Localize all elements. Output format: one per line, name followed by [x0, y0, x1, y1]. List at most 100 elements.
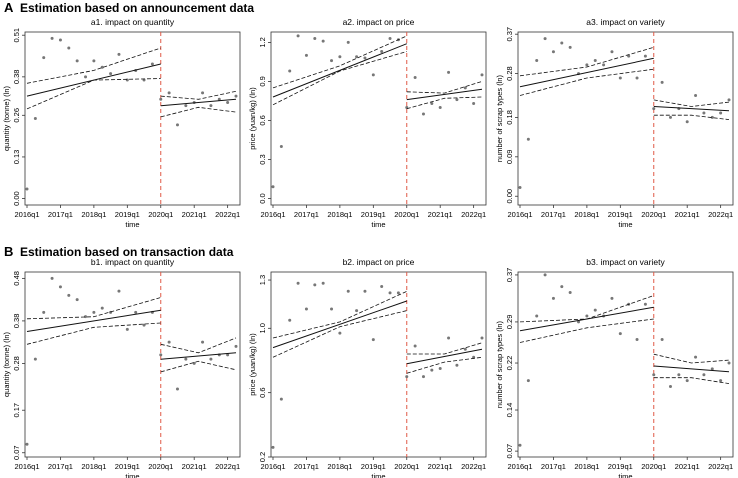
y-tick-label: 0.2 [258, 452, 267, 462]
x-axis-label: time [618, 472, 632, 478]
y-tick-label: 0.38 [12, 70, 21, 85]
data-point [58, 285, 62, 289]
data-point [346, 40, 350, 44]
data-point [447, 336, 451, 340]
data-point [33, 357, 37, 361]
data-point [652, 373, 656, 377]
fit-line-post [160, 352, 237, 360]
data-point [643, 302, 647, 306]
x-axis-label: time [371, 472, 385, 478]
data-point [313, 283, 317, 287]
data-point [388, 37, 392, 41]
data-point [413, 76, 417, 80]
data-point [455, 98, 459, 102]
x-axis-label: time [371, 220, 385, 229]
data-point [668, 385, 672, 389]
data-point [288, 318, 292, 322]
data-point [304, 307, 308, 311]
x-tick-label: 2021q1 [182, 210, 207, 219]
fit-line-pre [26, 309, 161, 332]
data-point [234, 344, 238, 348]
data-point [84, 315, 88, 319]
data-point [438, 105, 442, 109]
data-point [304, 53, 308, 57]
ci-upper-pre [26, 47, 161, 84]
data-point [643, 54, 647, 58]
x-tick-label: 2017q1 [541, 210, 566, 219]
data-point [535, 314, 539, 318]
data-point [472, 102, 476, 106]
x-tick-label: 2022q1 [461, 210, 486, 219]
plot-frame [24, 31, 241, 206]
x-tick-label: 2021q1 [428, 462, 453, 471]
data-point [702, 111, 706, 115]
fit-line-pre [519, 57, 654, 88]
data-point [321, 281, 325, 285]
data-point [635, 338, 639, 342]
data-point [719, 111, 723, 115]
x-tick-label: 2021q1 [675, 210, 700, 219]
data-point [480, 73, 484, 77]
data-point [363, 56, 367, 60]
panel-title: a3. impact on variety [586, 17, 665, 27]
fit-line-post [406, 348, 483, 365]
data-point [321, 39, 325, 43]
data-point [535, 58, 539, 62]
data-point [271, 185, 275, 189]
data-point [668, 115, 672, 119]
ci-lower-pre [519, 68, 654, 96]
data-point [685, 120, 689, 124]
data-point [727, 361, 731, 365]
data-point [67, 293, 71, 297]
chart-panel: a3. impact on variety 2016q1 2017q1 2018q1 2… [495, 17, 734, 229]
data-point [338, 331, 342, 335]
x-tick-label: 2022q1 [708, 210, 733, 219]
plot-frame [270, 31, 487, 206]
ci-upper-pre [272, 290, 407, 339]
x-tick-label: 2017q1 [48, 462, 73, 471]
y-tick-label: 0.14 [505, 403, 514, 418]
x-tick-label: 2019q1 [361, 462, 386, 471]
data-point [593, 308, 597, 312]
data-point [150, 62, 154, 66]
ci-upper-post [406, 81, 483, 94]
data-point [543, 273, 547, 277]
data-point [719, 379, 723, 383]
data-point [371, 338, 375, 342]
y-tick-label: 0.37 [505, 27, 514, 42]
data-point [685, 379, 689, 383]
chart-panel: b3. impact on variety 2016q1 2017q1 2018q1 2… [495, 257, 734, 478]
data-point [355, 55, 359, 59]
data-point [380, 284, 384, 288]
data-point [279, 144, 283, 148]
data-point [67, 46, 71, 50]
y-tick-label: 0.51 [12, 28, 21, 43]
section-letter: A [4, 0, 14, 15]
data-point [602, 63, 606, 67]
data-point [551, 296, 555, 300]
panel-title: b2. impact on price [343, 257, 415, 267]
data-point [660, 338, 664, 342]
ci-lower-post [653, 377, 730, 384]
ci-lower-pre [26, 322, 161, 345]
y-tick-label: 0.18 [505, 110, 514, 125]
x-tick-label: 2020q1 [641, 210, 666, 219]
data-point [338, 55, 342, 59]
x-tick-label: 2016q1 [14, 210, 39, 219]
ci-lower-post [406, 356, 483, 374]
x-tick-label: 2022q1 [215, 462, 240, 471]
x-tick-label: 2016q1 [507, 210, 532, 219]
data-point [100, 306, 104, 310]
y-tick-label: 1.3 [258, 275, 267, 285]
data-point [660, 80, 664, 84]
section-letter: B [4, 244, 13, 259]
x-tick-label: 2017q1 [541, 462, 566, 471]
data-point [25, 442, 29, 446]
x-tick-label: 2017q1 [294, 462, 319, 471]
x-tick-label: 2016q1 [260, 210, 285, 219]
data-point [421, 112, 425, 116]
data-point [288, 69, 292, 73]
y-tick-label: 0.17 [12, 403, 21, 418]
data-point [577, 320, 581, 324]
chart-panel: b2. impact on price 2016q1 2017q1 2018q1 201… [248, 257, 487, 478]
